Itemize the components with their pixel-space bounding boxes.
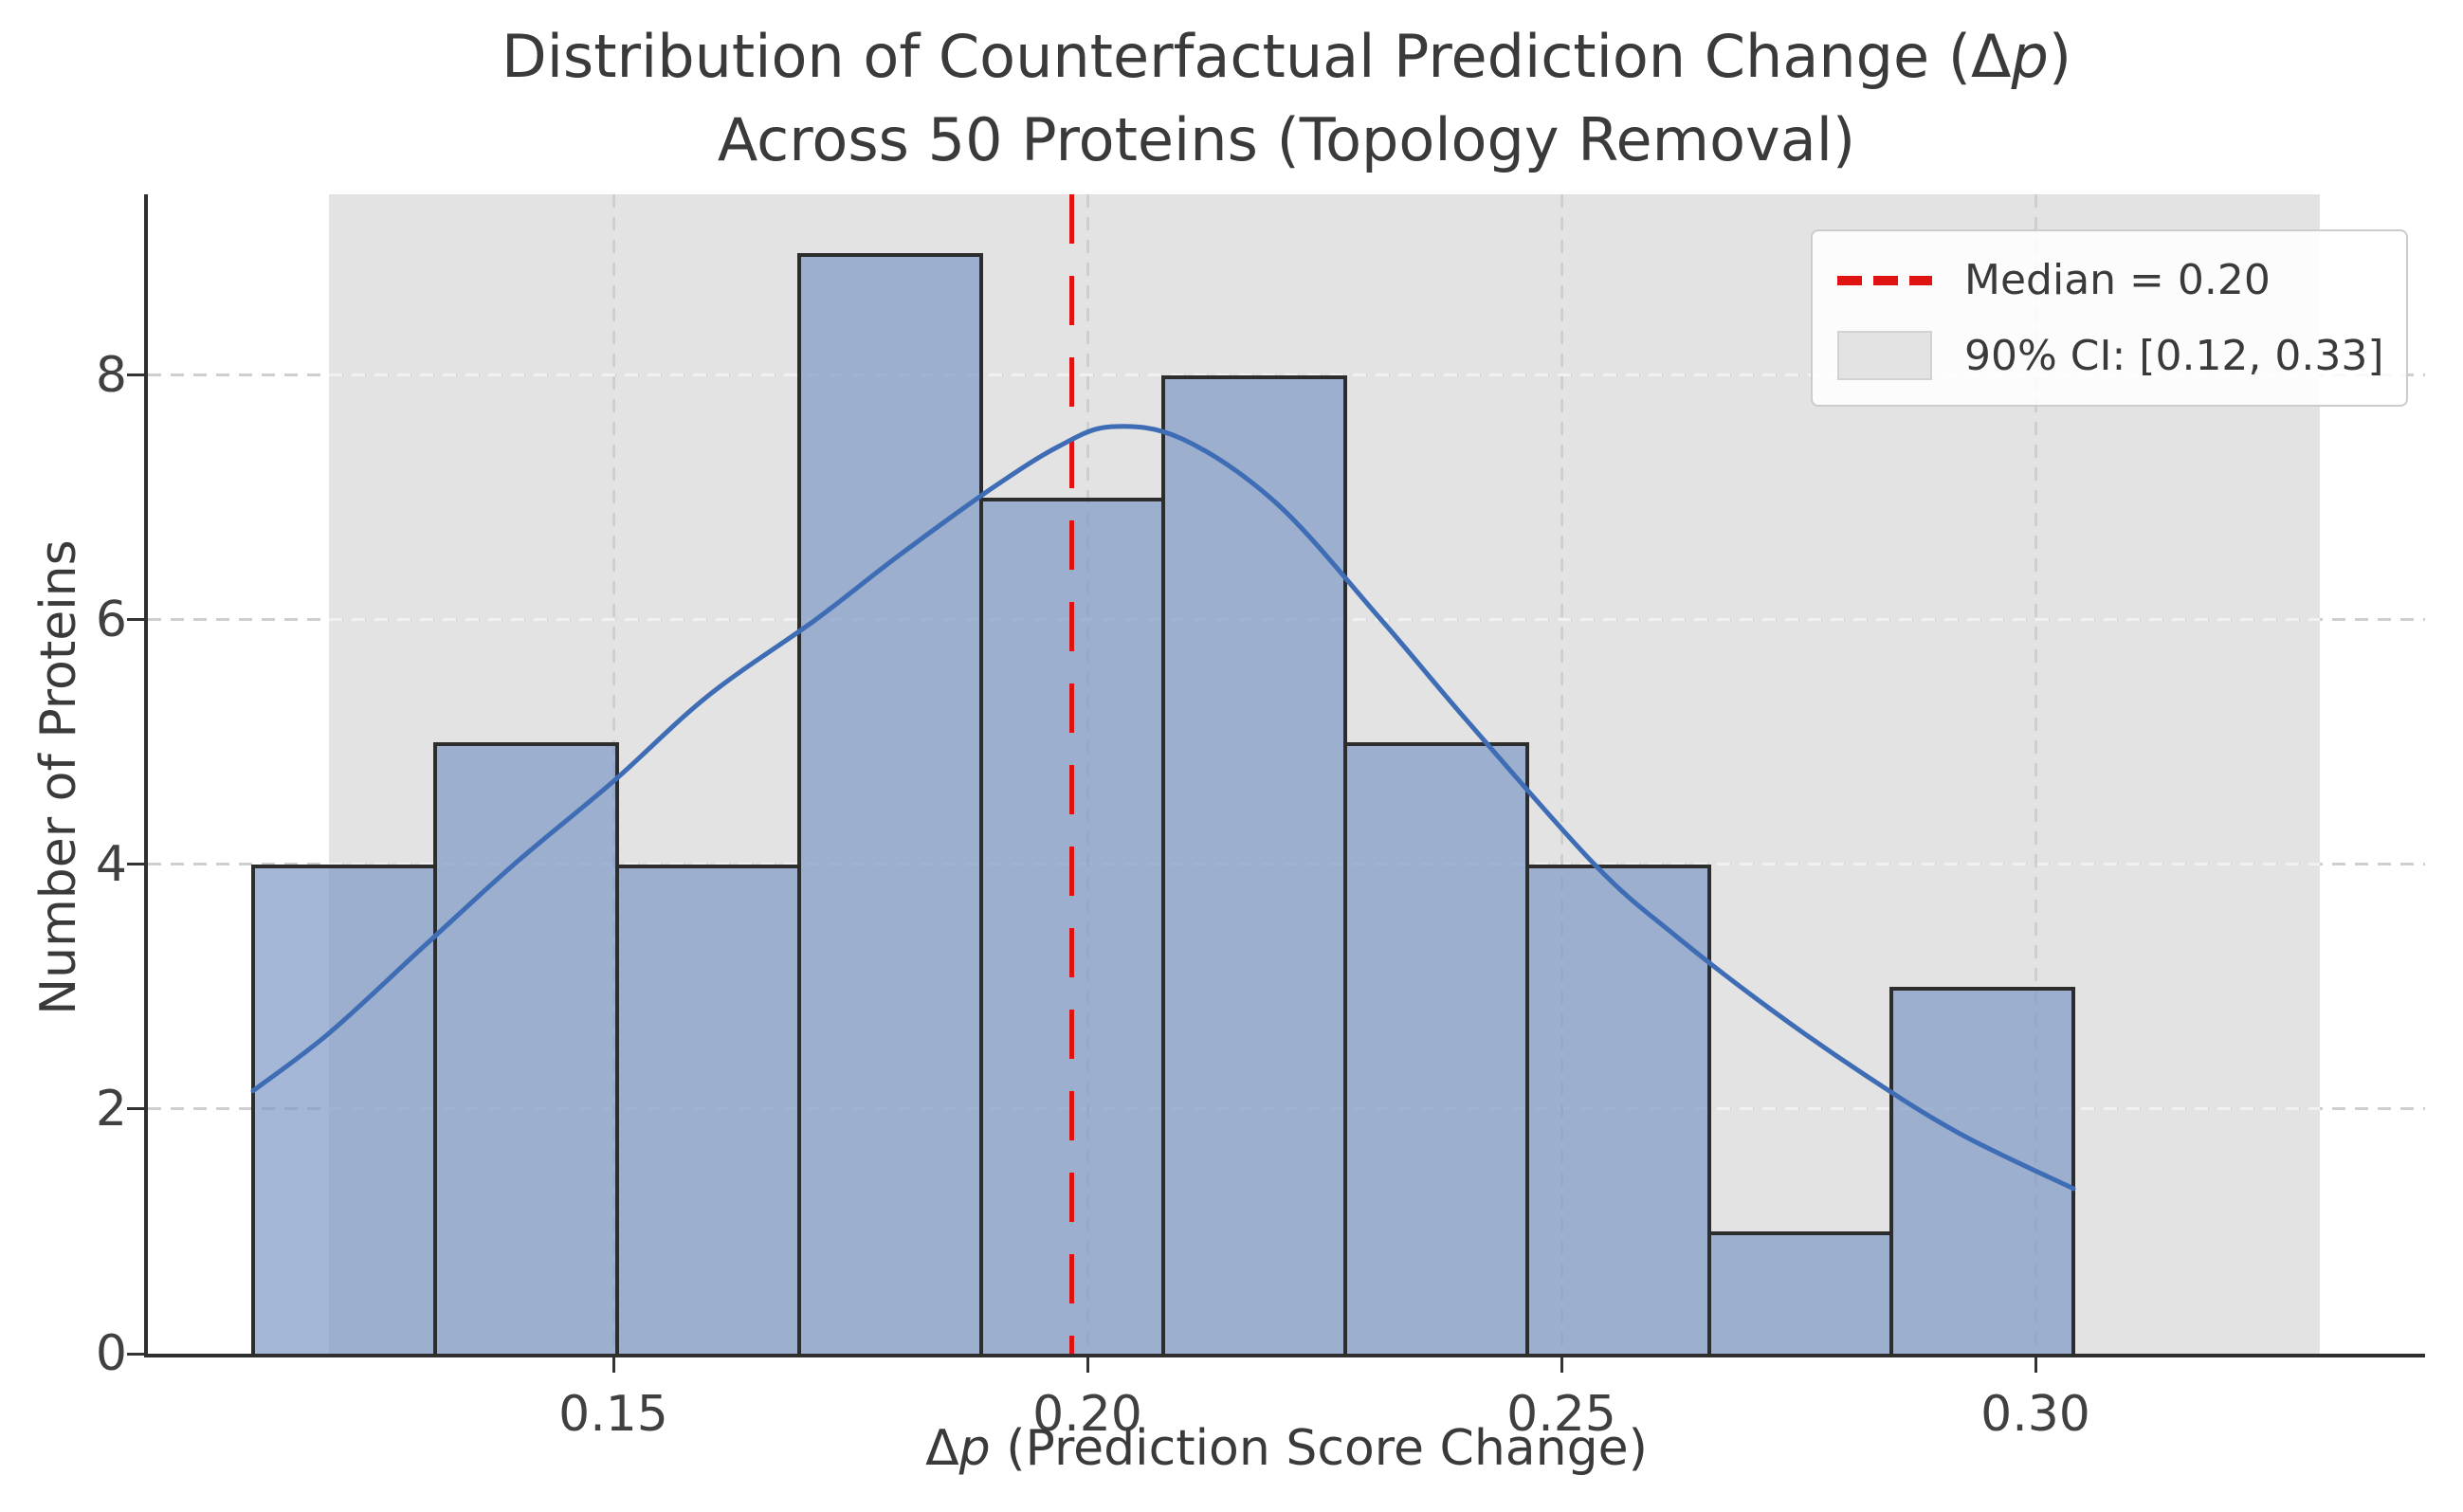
histogram-bar xyxy=(1525,864,1711,1354)
x-tick-mark xyxy=(611,1357,615,1373)
y-tick-label: 2 xyxy=(95,1080,127,1138)
y-tick-mark xyxy=(127,373,144,377)
histogram-bar xyxy=(615,864,801,1354)
histogram-bar xyxy=(251,864,437,1354)
chart-title-line1: Distribution of Counterfactual Predictio… xyxy=(501,22,2072,91)
legend-item-median: Median = 0.20 xyxy=(1837,256,2378,304)
histogram-bar xyxy=(797,252,983,1354)
x-tick-mark xyxy=(1560,1357,1563,1373)
histogram-bar xyxy=(1707,1230,1893,1354)
y-tick-mark xyxy=(127,618,144,622)
y-tick-label: 0 xyxy=(95,1325,127,1382)
y-tick-label: 4 xyxy=(95,835,127,893)
histogram-bar xyxy=(1889,986,2075,1354)
legend-label-ci: 90% CI: [0.12, 0.33] xyxy=(1964,331,2384,380)
x-axis-spine xyxy=(144,1354,2425,1357)
median-line xyxy=(1068,194,1074,1354)
chart-title-line2: Across 50 Proteins (Topology Removal) xyxy=(717,105,1856,174)
y-tick-mark xyxy=(127,863,144,866)
x-tick-label: 0.25 xyxy=(1506,1386,1616,1443)
median-dashed-line-icon xyxy=(1837,275,1932,285)
legend: Median = 0.20 90% CI: [0.12, 0.33] xyxy=(1811,229,2408,407)
ci-patch-icon xyxy=(1837,331,1932,380)
vertical-gridline xyxy=(2034,194,2037,1354)
y-axis-label: Number of Proteins xyxy=(30,539,87,1015)
y-tick-mark xyxy=(127,1107,144,1111)
histogram-bar xyxy=(1343,741,1529,1354)
y-axis-spine xyxy=(144,194,148,1357)
x-tick-mark xyxy=(2034,1357,2037,1373)
x-tick-mark xyxy=(1086,1357,1089,1373)
x-tick-label: 0.20 xyxy=(1032,1386,1142,1443)
y-tick-mark xyxy=(127,1352,144,1356)
legend-item-ci: 90% CI: [0.12, 0.33] xyxy=(1837,331,2384,380)
y-tick-label: 8 xyxy=(95,346,127,404)
x-axis-label: Δp (Prediction Score Change) xyxy=(925,1420,1648,1477)
x-tick-label: 0.30 xyxy=(1980,1386,2090,1443)
legend-label-median: Median = 0.20 xyxy=(1964,256,2271,304)
chart-title: Distribution of Counterfactual Predictio… xyxy=(148,15,2425,182)
vertical-gridline xyxy=(1560,194,1563,1354)
histogram-bar xyxy=(433,741,619,1354)
x-tick-label: 0.15 xyxy=(558,1386,668,1443)
y-tick-label: 6 xyxy=(95,591,127,648)
